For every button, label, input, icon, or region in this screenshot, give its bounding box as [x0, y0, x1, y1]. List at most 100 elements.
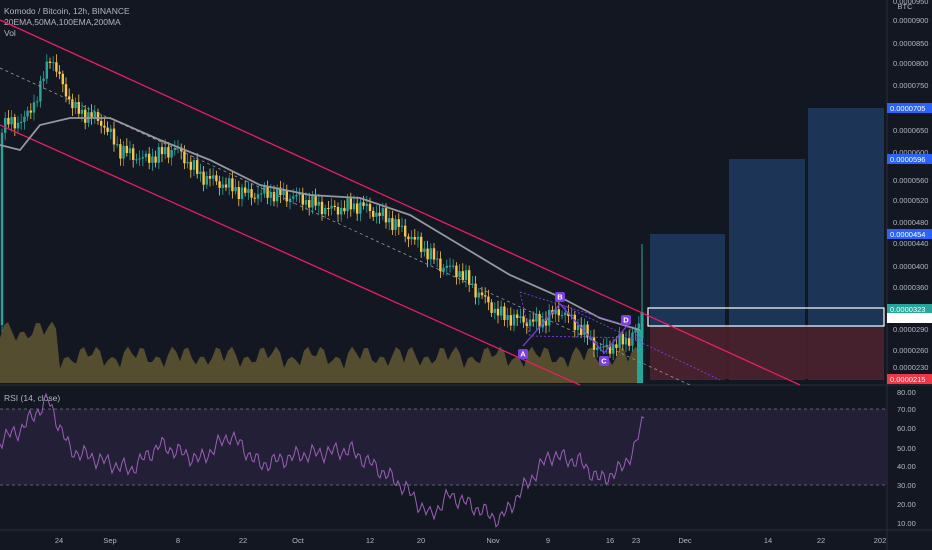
candle-body [311, 194, 314, 208]
price-tick: 0.0000600 [893, 148, 928, 157]
candle-body [132, 148, 135, 160]
time-label: 9 [546, 536, 550, 545]
candle-body [538, 313, 541, 328]
candle-body [612, 344, 615, 354]
candle-body [23, 116, 26, 123]
candle-body [468, 270, 471, 285]
candle-body [346, 198, 349, 212]
candle-body [45, 61, 48, 79]
rsi-legend[interactable]: RSI (14, close) [4, 393, 61, 403]
candle-body [413, 236, 416, 240]
price-tag-label: 0.0000596 [890, 155, 925, 164]
time-label: 16 [606, 536, 614, 545]
candle-body [170, 150, 173, 158]
candle-body [496, 308, 500, 316]
candle-body [260, 193, 263, 195]
breakout-body [640, 312, 644, 338]
candle-body [295, 194, 298, 197]
candle-body [464, 270, 468, 280]
candle-body [356, 203, 359, 214]
candle-body [189, 161, 192, 170]
candle-body [48, 61, 52, 64]
candle-body [93, 112, 96, 117]
candle-body [151, 156, 154, 163]
candle-body [269, 192, 272, 198]
indicators-legend[interactable]: 20EMA,50MA,100EMA,200MA [4, 17, 121, 27]
volume-area [0, 321, 640, 383]
candle-body [336, 206, 340, 215]
candle-body [320, 201, 324, 215]
candle-body [455, 265, 458, 278]
candle-body [397, 219, 400, 227]
candle-body [247, 189, 250, 193]
candle-body [474, 283, 477, 298]
candle-body [512, 314, 516, 326]
rsi-tick: 70.00 [897, 405, 916, 414]
candle-body [135, 159, 138, 161]
candle-body [500, 306, 503, 316]
price-tick: 0.0000800 [893, 59, 928, 68]
candle-body [404, 225, 407, 237]
candle-body [279, 187, 282, 196]
candle-body [64, 84, 68, 97]
candle-body [596, 347, 599, 350]
candle-body [154, 156, 157, 163]
candle-body [80, 109, 84, 114]
candle-body [570, 314, 573, 317]
candle-body [199, 171, 202, 174]
candle-body [212, 175, 215, 179]
candle-body [231, 178, 234, 192]
candle-body [317, 201, 320, 206]
price-tick: 0.0000290 [893, 325, 928, 334]
price-tick: 0.0000400 [893, 262, 928, 271]
time-label: 22 [239, 536, 247, 545]
candle-body [554, 309, 557, 315]
candle-body [164, 147, 167, 155]
candle-body [292, 196, 295, 199]
candle-body [240, 187, 244, 200]
candle-body [637, 323, 640, 329]
candle-body [391, 218, 394, 230]
candle-body [144, 153, 148, 158]
rsi-tick: 30.00 [897, 481, 916, 490]
candle-body [535, 313, 538, 322]
candle-body [138, 158, 141, 160]
candle-body [365, 203, 368, 206]
symbol-title[interactable]: Komodo / Bitcoin, 12h, BINANCE [4, 6, 130, 16]
volume-bars [0, 321, 643, 383]
candle-body [503, 306, 506, 320]
candle-body [96, 112, 100, 121]
candle-body [548, 309, 551, 326]
pattern-label-b: B [557, 293, 563, 302]
price-tag [887, 313, 932, 323]
candle-body [128, 148, 132, 154]
candle-body [375, 212, 378, 217]
candle-body [368, 203, 372, 211]
candle-body [13, 117, 16, 129]
candle-body [208, 176, 212, 179]
candle-body [298, 192, 301, 195]
candle-body [122, 145, 125, 159]
pattern-label-d: D [623, 316, 629, 325]
price-tick: 0.0000260 [893, 346, 928, 355]
candle-body [221, 184, 224, 188]
candle-body [285, 190, 288, 202]
candle-body [7, 117, 10, 125]
candle-body [621, 333, 624, 345]
candle-body [90, 112, 93, 117]
price-tick: 0.0000520 [893, 196, 928, 205]
price-tick: 0.0000360 [893, 283, 928, 292]
candle-body [586, 324, 589, 338]
volume-legend[interactable]: Vol [4, 28, 16, 38]
time-label: Dec [678, 536, 692, 545]
candle-body [109, 128, 112, 132]
candle-body [228, 178, 231, 188]
candle-body [608, 344, 612, 354]
candle-body [119, 144, 122, 159]
candle-body [234, 187, 237, 192]
stop-box [650, 327, 884, 379]
candle-body [618, 333, 621, 348]
candle-body [68, 96, 71, 100]
